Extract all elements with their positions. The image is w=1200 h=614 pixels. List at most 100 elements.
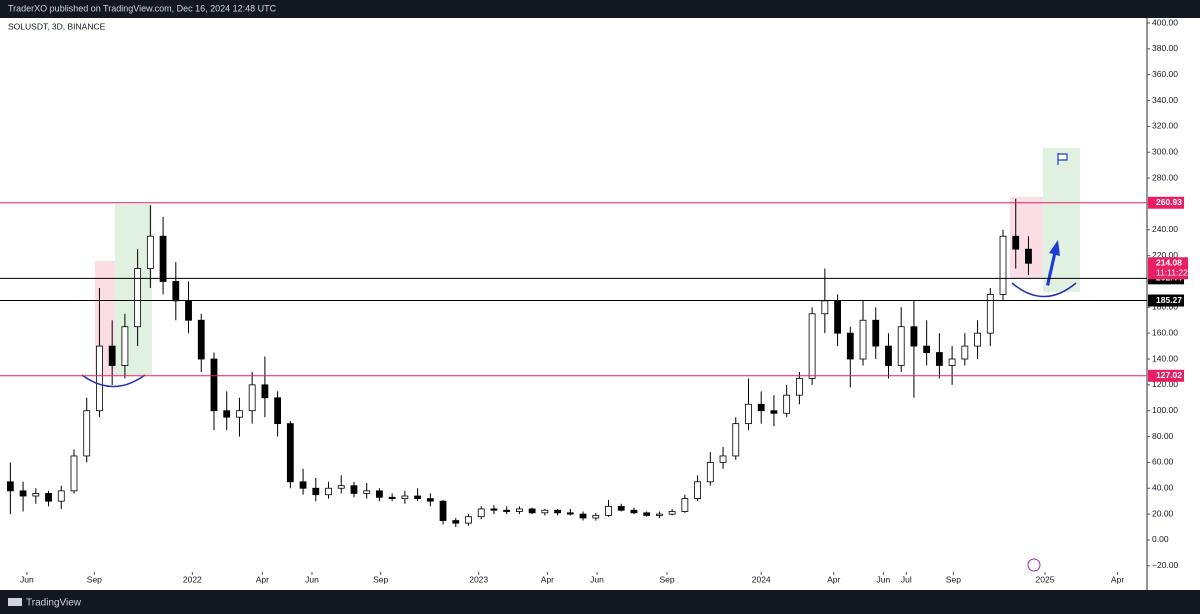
candle-body [605,505,612,516]
candle-body [159,235,167,282]
level-label: 260.93 [1156,197,1182,207]
candle-body [325,487,332,496]
zone-target [1043,148,1080,292]
tv-logo [8,598,22,606]
candle-body [681,498,689,512]
candle-body [274,397,282,425]
y-tick-label: 220.00 [1152,250,1178,260]
arc [81,374,146,388]
candle-body [783,394,791,414]
candle-body [426,498,434,502]
header-bar [0,0,1200,18]
arrow [1046,240,1060,286]
candle-body [376,490,383,498]
candle-body [96,345,103,412]
candle-body [108,345,116,366]
footer-bar [0,590,1200,614]
candle-body [70,455,78,492]
x-tick-label: Sep [946,574,961,584]
candle-body [872,319,880,347]
countdown: 11:11:22 [1156,268,1188,278]
candle-body [694,481,701,499]
candle-body [1012,235,1020,250]
candle-body [223,410,231,418]
candle-body [261,384,269,399]
candle-body [592,514,600,519]
candle-body [732,423,740,457]
y-tick-label: 140.00 [1152,353,1178,363]
candle-body [6,481,14,492]
x-tick-label: Sep [87,574,102,584]
level-label: 185.27 [1156,295,1182,305]
candle-body [795,378,803,396]
candle-body [197,319,205,360]
x-tick-label: Jun [305,574,319,584]
x-tick-label: 2024 [752,574,771,584]
x-tick-label: 2023 [469,574,488,584]
candle-body [935,352,943,366]
y-tick-label: 0.00 [1152,534,1169,544]
candle-body [961,345,969,360]
candle-body [286,423,294,483]
candle-body [452,520,460,524]
symbol: SOLUSDT, 3D, BINANCE [8,21,106,31]
x-tick-label: Sep [373,574,388,584]
candle-body [83,410,91,457]
candle-body [617,505,625,511]
candle-body [821,300,829,315]
y-tick-label: 180.00 [1152,302,1178,312]
candle-body [503,509,511,512]
candle-body [566,512,574,515]
candle-body [401,495,409,499]
y-tick-label: 120.00 [1152,379,1178,389]
zone-target [115,204,152,375]
candle-body [859,319,867,360]
last-price-tag [1148,257,1188,280]
candle-body [414,495,422,499]
candle-body [363,490,371,494]
candle-body [516,508,523,512]
x-tick-label: Jun [877,574,891,584]
candle-body [719,455,727,463]
candle-body [910,326,918,347]
y-tick-label: 160.00 [1152,327,1178,337]
y-tick-label: 20.00 [1152,508,1174,518]
candle-body [630,509,638,514]
candle-body [885,345,892,366]
candle-body [45,493,52,502]
header-text: TraderXO published on TradingView.com, D… [8,3,277,13]
candle-body [770,410,778,414]
candle-body [846,332,854,360]
y-tick-label: 280.00 [1152,172,1178,182]
y-tick-label: 400.00 [1152,17,1178,27]
y-tick-label: 100.00 [1152,405,1178,415]
y-tick-label: 240.00 [1152,224,1178,234]
candle-body [554,509,561,514]
x-tick-label: 2025 [1036,574,1055,584]
candle-body [350,485,358,494]
candle-body [808,313,816,379]
y-tick-label: 300.00 [1152,146,1178,156]
footer-text: TradingView [26,598,82,609]
x-tick-label: Sep [659,574,674,584]
level-tag [1148,196,1184,209]
candle-body [32,493,40,497]
candle-body [439,500,447,521]
candle-body [236,410,243,418]
candle-body [465,516,472,524]
candle-body [490,508,498,511]
x-tick-label: Apr [256,574,269,584]
candle-body [745,403,752,425]
y-tick-label: 340.00 [1152,95,1178,105]
y-tick-label: −20.00 [1152,560,1179,570]
x-tick-label: Apr [827,574,840,584]
candle-body [121,326,129,366]
level-tag [1148,294,1184,307]
candle-body [528,508,536,514]
level-tag [1148,369,1184,382]
candle-body [19,490,27,497]
candle-body [248,384,256,412]
y-tick-label: 360.00 [1152,69,1178,79]
candle-body [668,511,676,515]
